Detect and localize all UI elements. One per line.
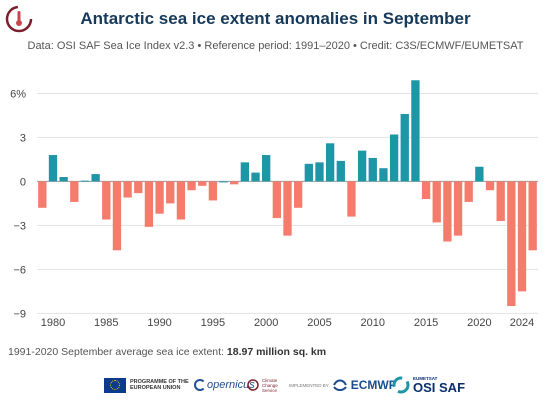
ecmwf-text: ECMWF <box>350 378 397 392</box>
y-tick-label: −9 <box>13 308 26 320</box>
x-tick-label: 2000 <box>254 317 278 329</box>
bar-1982 <box>70 181 79 202</box>
eu-programme-logo: PROGRAMME OF THE EUROPEAN UNION <box>104 372 200 398</box>
bar-2024 <box>517 181 527 292</box>
bar-2022 <box>496 181 505 221</box>
y-tick-label: 3 <box>20 132 26 144</box>
c3s-icon <box>247 379 259 391</box>
bar-1986 <box>112 181 122 251</box>
bar-2021 <box>485 181 495 191</box>
bar-2015 <box>421 181 431 199</box>
bar-2008 <box>347 181 356 217</box>
chart-subtitle: Data: OSI SAF Sea Ice Index v2.3 • Refer… <box>27 40 524 52</box>
bar-1996 <box>219 181 228 183</box>
osi-saf-text: OSI SAF <box>413 380 466 395</box>
bar-1987 <box>123 181 132 198</box>
bar-1992 <box>176 181 186 220</box>
eu-flag-icon <box>104 377 126 393</box>
bar-2011 <box>379 168 388 182</box>
footnote-value: 18.97 million sq. km <box>226 346 327 358</box>
bar-2018 <box>453 181 463 236</box>
bar-2020 <box>475 166 484 182</box>
bar-2009 <box>357 150 367 182</box>
bar-2025 <box>528 181 537 251</box>
bar-1979 <box>38 181 47 208</box>
x-tick-label: 1990 <box>147 317 171 329</box>
bar-2016 <box>432 181 441 223</box>
ecmwf-logo: IMPLEMENTED BY ECMWF <box>289 372 396 398</box>
bar-2000 <box>262 155 271 182</box>
bar-2012 <box>389 134 399 182</box>
bar-1989 <box>144 181 154 227</box>
y-tick-label: 0 <box>20 176 26 188</box>
x-tick-label: 2005 <box>307 317 331 329</box>
bar-2019 <box>464 181 473 202</box>
x-tick-label: 1980 <box>41 317 65 329</box>
bar-1983 <box>80 180 90 182</box>
x-tick-label: 2024 <box>510 317 534 329</box>
bar-2010 <box>368 157 377 182</box>
bar-1995 <box>208 181 218 201</box>
y-tick-label: 6% <box>10 88 26 100</box>
bar-1991 <box>166 181 175 204</box>
x-tick-label: 2015 <box>414 317 438 329</box>
c3s-logo: Climate Change Service <box>247 372 294 398</box>
bar-2007 <box>336 160 345 182</box>
footnote-prefix: 1991-2020 September average sea ice exte… <box>8 346 227 358</box>
eumetsat-text: EUMETSAT <box>413 376 438 381</box>
y-tick-label: −6 <box>13 264 26 276</box>
bar-1990 <box>155 181 164 214</box>
ecmwf-globe-icon <box>332 379 347 391</box>
c3s-text: Climate Change Service <box>262 377 278 393</box>
bar-1999 <box>251 172 260 182</box>
bar-1993 <box>187 181 196 191</box>
bar-2013 <box>400 113 409 182</box>
bar-2003 <box>294 181 303 208</box>
bar-1984 <box>91 174 100 182</box>
bar-1988 <box>134 181 143 194</box>
bar-2001 <box>272 181 281 219</box>
bar-2002 <box>283 181 292 236</box>
bar-2005 <box>315 162 324 182</box>
copernicus-c-icon <box>194 379 206 391</box>
bar-1994 <box>198 181 207 186</box>
bar-1997 <box>230 181 239 185</box>
bar-1980 <box>48 155 58 182</box>
eu-programme-text: PROGRAMME OF THE EUROPEAN UNION <box>130 379 189 391</box>
x-tick-label: 2010 <box>361 317 385 329</box>
bar-2014 <box>411 80 420 182</box>
bar-1981 <box>59 177 68 182</box>
bar-2004 <box>304 163 313 182</box>
implemented-by-text: IMPLEMENTED BY <box>289 382 329 388</box>
bar-1985 <box>102 181 111 220</box>
x-tick-label: 1985 <box>94 317 118 329</box>
y-tick-label: −3 <box>13 220 26 232</box>
chart-title: Antarctic sea ice extent anomalies in Se… <box>80 9 471 28</box>
reference-average-note: 1991-2020 September average sea ice exte… <box>8 346 326 358</box>
copernicus-logo: opernicus <box>194 372 255 398</box>
bar-chart: −9 −6 −3 0 3 6% 1980 1985 1990 1995 2000 2005 2010 20… <box>10 80 538 329</box>
partner-logos: PROGRAMME OF THE EUROPEAN UNION opernicu… <box>0 372 551 398</box>
osi-saf-swirl-icon <box>392 376 410 394</box>
bar-2023 <box>507 181 516 307</box>
bar-1998 <box>240 162 250 182</box>
x-tick-label: 2020 <box>467 317 491 329</box>
bar-2017 <box>443 181 452 242</box>
x-tick-label: 1995 <box>201 317 225 329</box>
bar-2006 <box>325 143 335 182</box>
copernicus-text: opernicus <box>207 379 255 391</box>
osi-saf-logo: EUMETSAT OSI SAF <box>392 372 465 398</box>
c3s-thermometer-logo <box>4 4 34 34</box>
